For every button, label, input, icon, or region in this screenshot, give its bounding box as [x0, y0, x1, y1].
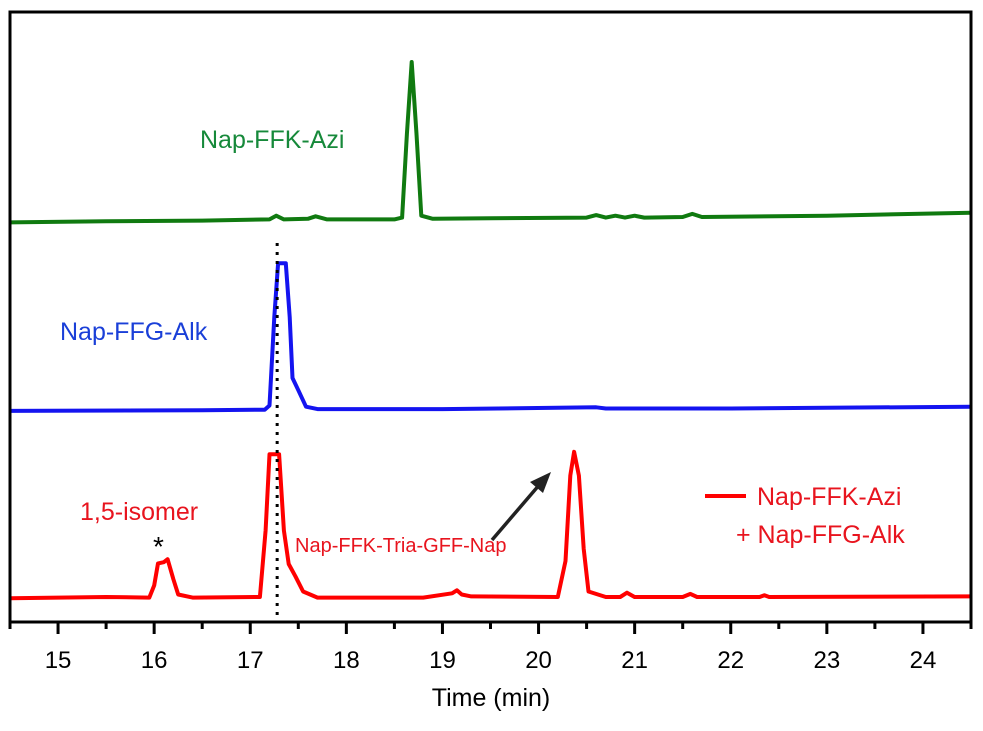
x-tick-label: 24	[910, 647, 937, 674]
x-tick-label: 17	[237, 647, 264, 674]
series-line-0	[9, 60, 972, 225]
series-line-1	[9, 261, 972, 413]
arrow-icon	[490, 472, 551, 542]
legend-label-line1: Nap-FFK-Azi	[757, 483, 901, 511]
series-layer	[9, 60, 972, 601]
x-tick-label: 20	[525, 647, 552, 674]
x-axis-ticks: 15 16 17 18 19 20 21 22 23 24	[8, 622, 973, 674]
x-tick-label: 21	[621, 647, 648, 674]
x-tick-label: 19	[429, 647, 456, 674]
product-label: Nap-FFK-Tria-GFF-Nap	[295, 535, 506, 557]
x-tick-label: 15	[45, 647, 72, 674]
x-tick-label: 18	[333, 647, 360, 674]
x-tick-label: 23	[813, 647, 840, 674]
isomer-label: 1,5-isomer	[80, 498, 198, 526]
series-line-2	[9, 449, 972, 601]
series-label-nap-ffg-alk: Nap-FFG-Alk	[60, 318, 208, 346]
series-label-nap-ffk-azi: Nap-FFK-Azi	[200, 126, 344, 154]
legend-label-line2: + Nap-FFG-Alk	[736, 521, 905, 549]
x-axis-title: Time (min)	[432, 684, 551, 712]
x-tick-label: 16	[141, 647, 168, 674]
x-tick-label: 22	[717, 647, 744, 674]
asterisk-marker: *	[153, 531, 164, 562]
